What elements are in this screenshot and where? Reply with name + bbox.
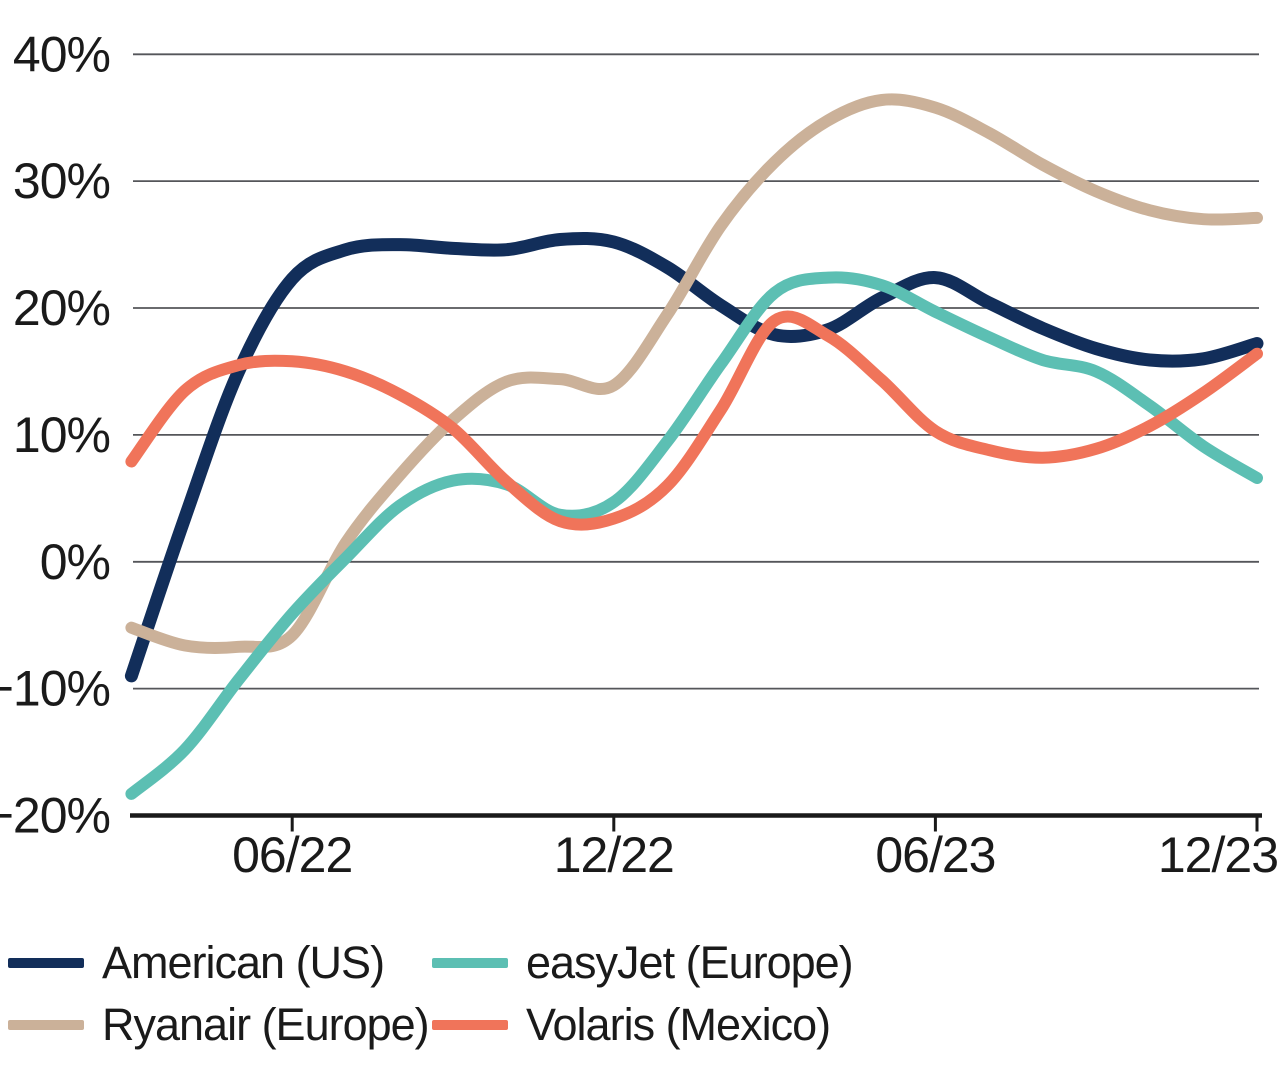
x-tick-label: 12/22 xyxy=(554,827,674,883)
x-axis-labels: 06/22 12/22 06/23 12/23 xyxy=(232,827,1279,883)
legend-swatch-american xyxy=(8,958,84,968)
legend-swatch-easyjet xyxy=(432,958,508,968)
x-tick-label: 06/22 xyxy=(232,827,352,883)
y-tick-label: 30% xyxy=(13,153,110,209)
legend-item-volaris: Volaris (Mexico) xyxy=(432,994,1268,1056)
series-line-volaris-mexico xyxy=(125,310,1263,531)
legend: American (US) easyJet (Europe) Ryanair (… xyxy=(8,932,1268,1056)
series-line-american-us xyxy=(124,232,1264,683)
legend-label-american: American (US) xyxy=(102,937,385,988)
y-tick-label: −10% xyxy=(0,661,110,717)
legend-item-easyjet: easyJet (Europe) xyxy=(432,932,1268,994)
legend-label-volaris: Volaris (Mexico) xyxy=(526,999,831,1050)
series-lines xyxy=(124,93,1264,800)
y-tick-label: 10% xyxy=(13,407,110,463)
y-tick-label: 40% xyxy=(13,26,110,82)
y-tick-label: 20% xyxy=(13,280,110,336)
legend-swatch-volaris xyxy=(432,1020,508,1030)
x-tick-label: 12/23 xyxy=(1158,827,1278,883)
legend-item-ryanair: Ryanair (Europe) xyxy=(8,994,432,1056)
legend-item-american: American (US) xyxy=(8,932,432,994)
y-tick-label: 0% xyxy=(40,534,110,590)
y-tick-label: −20% xyxy=(0,788,110,844)
gridlines xyxy=(133,53,1259,690)
legend-label-ryanair: Ryanair (Europe) xyxy=(102,999,430,1050)
series-line-easyjet-europe xyxy=(125,271,1263,800)
y-axis-labels: 40% 30% 20% 10% 0% −10% −20% xyxy=(0,26,111,844)
legend-swatch-ryanair xyxy=(8,1020,84,1030)
x-tick-label: 06/23 xyxy=(875,827,995,883)
x-axis xyxy=(130,813,1262,832)
legend-label-easyjet: easyJet (Europe) xyxy=(526,937,854,988)
